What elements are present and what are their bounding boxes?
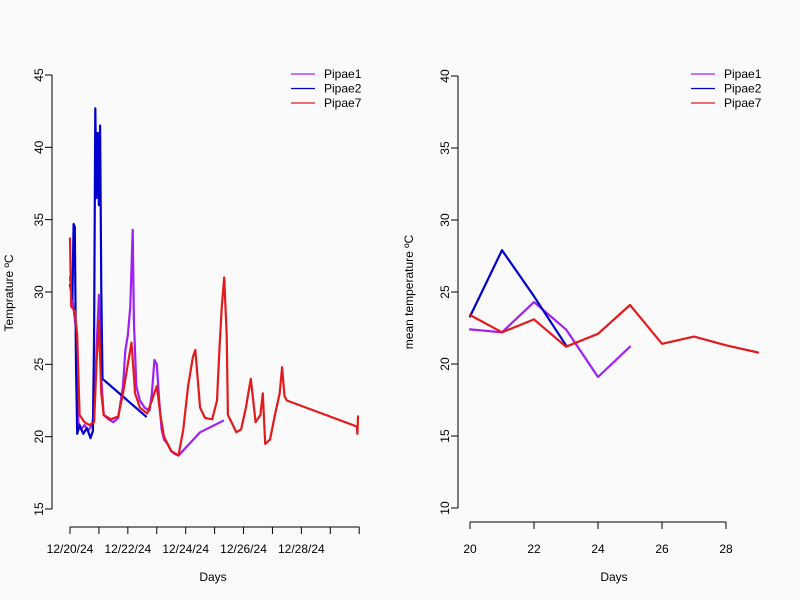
series-line-pipae2 — [68, 107, 147, 440]
y-tick-label-right: 15 — [438, 429, 452, 443]
x-tick-label-right: 26 — [655, 542, 669, 556]
x-tick-label-left: 12/28/24 — [278, 542, 325, 556]
y-tick-label-right: 20 — [438, 357, 452, 371]
y-tick-label-right: 10 — [438, 501, 452, 515]
series-line-pipae2 — [468, 249, 568, 347]
y-tick-label-left: 45 — [32, 68, 46, 82]
x-tick-label-right: 28 — [719, 542, 733, 556]
x-tick-label-left: 12/20/24 — [47, 542, 94, 556]
x-axis-title-left: Days — [199, 570, 226, 584]
y-tick-label-right: 30 — [438, 213, 452, 227]
y-tick-label-right: 40 — [438, 69, 452, 83]
y-tick-label-left: 25 — [32, 357, 46, 371]
legend-label-pipae7: Pipae7 — [324, 96, 362, 110]
y-axis-title-left: Temprature ºC — [2, 254, 16, 331]
y-tick-label-left: 30 — [32, 285, 46, 299]
y-tick-label-right: 25 — [438, 285, 452, 299]
y-tick-label-left: 20 — [32, 430, 46, 444]
x-tick-label-right: 22 — [527, 542, 541, 556]
legend-label-pipae2: Pipae2 — [724, 82, 762, 96]
legend-label-pipae1: Pipae1 — [324, 67, 362, 81]
y-tick-label-right: 35 — [438, 141, 452, 155]
x-tick-label-left: 12/24/24 — [162, 542, 209, 556]
x-tick-label-left: 12/26/24 — [220, 542, 267, 556]
y-tick-label-left: 15 — [32, 502, 46, 516]
x-tick-label-right: 24 — [591, 542, 605, 556]
series-line-pipae7 — [68, 237, 360, 457]
x-tick-label-left: 12/22/24 — [104, 542, 151, 556]
legend-label-pipae2: Pipae2 — [324, 82, 362, 96]
series-line-pipae1 — [468, 301, 632, 379]
y-axis-title-right: mean temperature ºC — [402, 234, 416, 349]
y-tick-label-left: 35 — [32, 213, 46, 227]
legend-label-pipae1: Pipae1 — [724, 67, 762, 81]
x-axis-title-right: Days — [600, 570, 627, 584]
x-tick-label-right: 20 — [463, 542, 477, 556]
series-line-pipae7 — [468, 303, 760, 354]
y-tick-label-left: 40 — [32, 140, 46, 154]
legend-label-pipae7: Pipae7 — [724, 96, 762, 110]
